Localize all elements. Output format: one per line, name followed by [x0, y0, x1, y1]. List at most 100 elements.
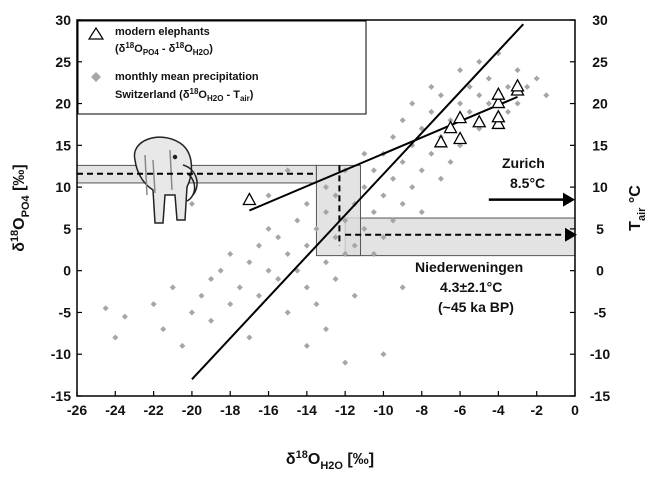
data-point — [533, 75, 540, 82]
data-point — [284, 167, 291, 174]
data-point — [447, 159, 454, 166]
arrow-head — [563, 192, 575, 207]
data-point — [313, 301, 320, 308]
annotation: (~45 ka BP) — [438, 299, 514, 315]
data-point — [491, 116, 506, 130]
y2-tick-label: 10 — [592, 179, 608, 195]
data-point — [399, 200, 406, 207]
x-tick-label: -16 — [258, 402, 278, 418]
data-point — [323, 326, 329, 333]
data-point — [428, 83, 435, 90]
data-point — [275, 276, 282, 283]
y-tick-label: -15 — [51, 388, 71, 404]
annotation: 4.3±2.1°C — [440, 279, 502, 295]
data-point — [466, 83, 473, 90]
data-point — [504, 108, 511, 115]
y2-tick-label: 0 — [596, 263, 604, 279]
data-point — [514, 67, 521, 74]
y-tick-label: 0 — [63, 263, 71, 279]
data-point — [227, 250, 234, 257]
data-point — [428, 150, 435, 157]
data-point — [284, 250, 291, 257]
y2-tick-label: -15 — [590, 388, 610, 404]
x-axis-label: δ18OH2O [‰] — [286, 449, 374, 472]
y-tick-label: 30 — [55, 12, 71, 28]
data-point — [524, 83, 531, 90]
data-point — [169, 284, 176, 291]
data-point — [361, 150, 368, 157]
regression-line — [248, 95, 518, 212]
x-tick-label: -20 — [182, 402, 202, 418]
data-point — [428, 108, 435, 115]
legend-detail: (δ18OPO4 - δ18OH2O) — [115, 41, 213, 57]
x-tick-label: -14 — [297, 402, 317, 418]
data-point — [476, 92, 483, 99]
data-point — [121, 313, 128, 320]
data-point — [457, 100, 464, 107]
data-point — [485, 75, 492, 82]
data-point — [390, 175, 397, 182]
x-tick-label: -8 — [416, 402, 429, 418]
data-point — [370, 167, 377, 174]
data-point — [303, 342, 310, 349]
x-tick-label: -22 — [143, 402, 163, 418]
data-point — [342, 217, 349, 224]
data-point — [303, 242, 310, 249]
y-tick-label: 20 — [55, 96, 71, 112]
legend-detail: Switzerland (δ18OH2O - Tair) — [115, 87, 254, 103]
data-point — [236, 284, 243, 291]
data-point — [323, 184, 329, 191]
data-point — [433, 134, 449, 148]
data-point — [390, 133, 397, 140]
data-point — [452, 110, 468, 124]
data-point — [208, 276, 215, 283]
y-tick-label: 25 — [55, 54, 71, 70]
data-point — [265, 225, 272, 232]
data-point — [303, 200, 310, 207]
annotation: Niederweningen — [415, 259, 523, 275]
x-tick-label: -18 — [220, 402, 240, 418]
y2-tick-label: 15 — [592, 137, 608, 153]
data-point — [342, 359, 349, 366]
data-point — [246, 259, 253, 266]
data-point — [476, 58, 483, 65]
legend-marker — [91, 72, 101, 82]
data-point — [472, 114, 487, 128]
data-point — [242, 192, 257, 206]
data-point — [179, 342, 186, 349]
y-tick-label: -10 — [51, 346, 71, 362]
data-point — [265, 192, 272, 199]
data-point — [275, 234, 282, 241]
data-point — [150, 301, 157, 308]
data-point — [491, 109, 506, 123]
plot-frame — [76, 19, 576, 397]
y-axis-label: δ18OPO4 [‰] — [9, 164, 32, 252]
y2-tick-label: -10 — [590, 346, 610, 362]
data-point — [504, 83, 511, 90]
data-point — [437, 175, 444, 182]
data-point — [227, 301, 234, 308]
x-tick-label: 0 — [571, 402, 579, 418]
data-point — [370, 250, 377, 257]
data-point — [418, 209, 425, 216]
data-point — [380, 351, 387, 358]
x-tick-label: -26 — [67, 402, 87, 418]
data-point — [452, 131, 468, 145]
data-point — [380, 234, 387, 241]
data-point — [418, 167, 425, 174]
y2-tick-label: 25 — [592, 54, 608, 70]
y-tick-label: -5 — [59, 304, 72, 320]
data-point — [208, 317, 215, 324]
data-point — [361, 225, 368, 232]
data-point — [188, 200, 195, 207]
data-point — [485, 100, 492, 107]
data-point — [303, 284, 310, 291]
x-tick-label: -2 — [530, 402, 543, 418]
x-tick-label: -6 — [454, 402, 467, 418]
data-point — [457, 67, 464, 74]
y-tick-label: 5 — [63, 221, 71, 237]
data-point — [399, 117, 406, 124]
data-point — [491, 95, 506, 109]
x-tick-label: -10 — [373, 402, 393, 418]
x-tick-label: -12 — [335, 402, 355, 418]
